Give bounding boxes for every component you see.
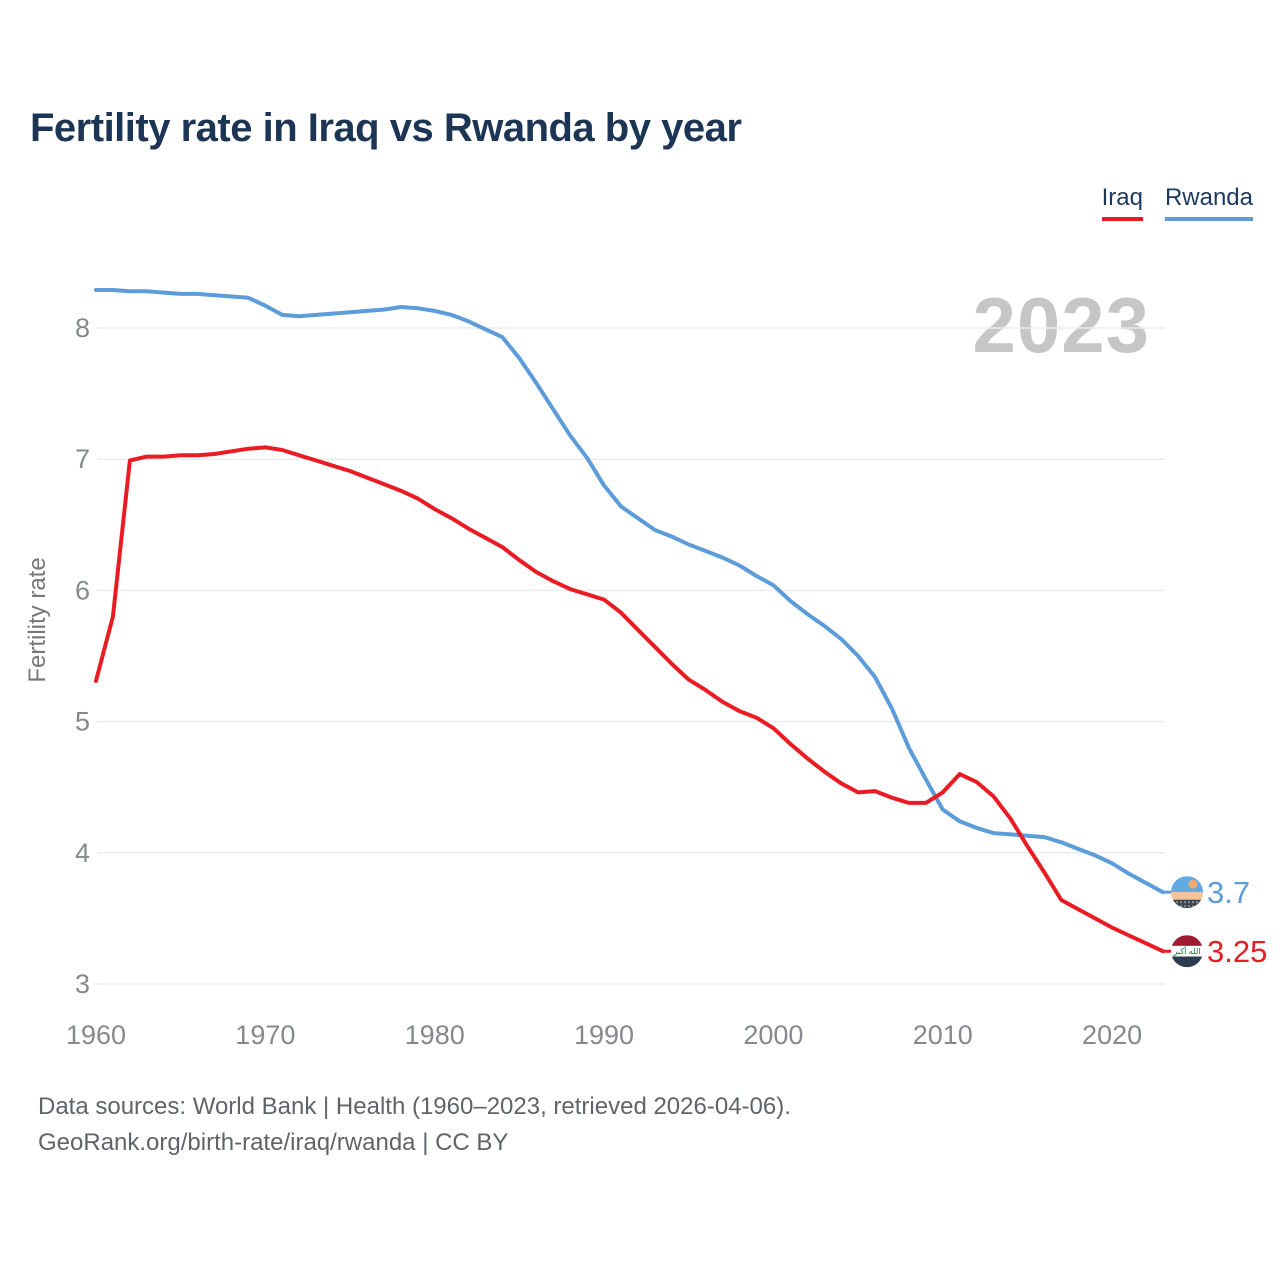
x-tick-label: 2020 <box>1082 1020 1142 1050</box>
series-line-iraq <box>94 445 1165 954</box>
legend: Iraq Rwanda <box>1101 184 1253 221</box>
y-tick-label: 7 <box>75 444 90 474</box>
footer-data-sources: Data sources: World Bank | Health (1960–… <box>38 1093 791 1120</box>
svg-text:الله أكبر: الله أكبر <box>1173 946 1201 956</box>
y-axis-tick-labels: 3 4 5 6 7 8 <box>75 313 90 999</box>
iraq-end-value-label: 3.25 <box>1207 934 1267 969</box>
watermark-year: 2023 <box>972 281 1150 369</box>
page-title: Fertility rate in Iraq vs Rwanda by year <box>30 106 742 150</box>
legend-item-rwanda[interactable]: Rwanda <box>1164 184 1253 221</box>
footer-attribution: GeoRank.org/birth-rate/iraq/rwanda | CC … <box>38 1129 509 1156</box>
x-tick-label: 2000 <box>743 1020 803 1050</box>
iraq-flag-icon: الله أكبر <box>1171 935 1203 968</box>
x-tick-label: 1970 <box>235 1020 295 1050</box>
legend-item-iraq[interactable]: Iraq <box>1101 184 1143 221</box>
gridlines <box>97 327 1165 985</box>
x-axis-tick-labels: 1960 1970 1980 1990 2000 2010 2020 <box>66 1020 1142 1050</box>
y-tick-label: 6 <box>75 575 90 605</box>
x-tick-label: 1960 <box>66 1020 126 1050</box>
footer: Data sources: World Bank | Health (1960–… <box>38 1089 791 1161</box>
x-tick-label: 1980 <box>405 1020 465 1050</box>
rwanda-end-value-label: 3.7 <box>1207 875 1250 910</box>
y-tick-label: 8 <box>75 313 90 343</box>
y-tick-label: 5 <box>75 707 90 737</box>
series-line-rwanda <box>94 288 1165 895</box>
rwanda-flag-icon <box>1171 876 1203 909</box>
x-tick-label: 2010 <box>913 1020 973 1050</box>
y-tick-label: 3 <box>75 969 90 999</box>
x-tick-label: 1990 <box>574 1020 634 1050</box>
y-axis-label: Fertility rate <box>24 557 51 682</box>
y-tick-label: 4 <box>75 838 90 868</box>
